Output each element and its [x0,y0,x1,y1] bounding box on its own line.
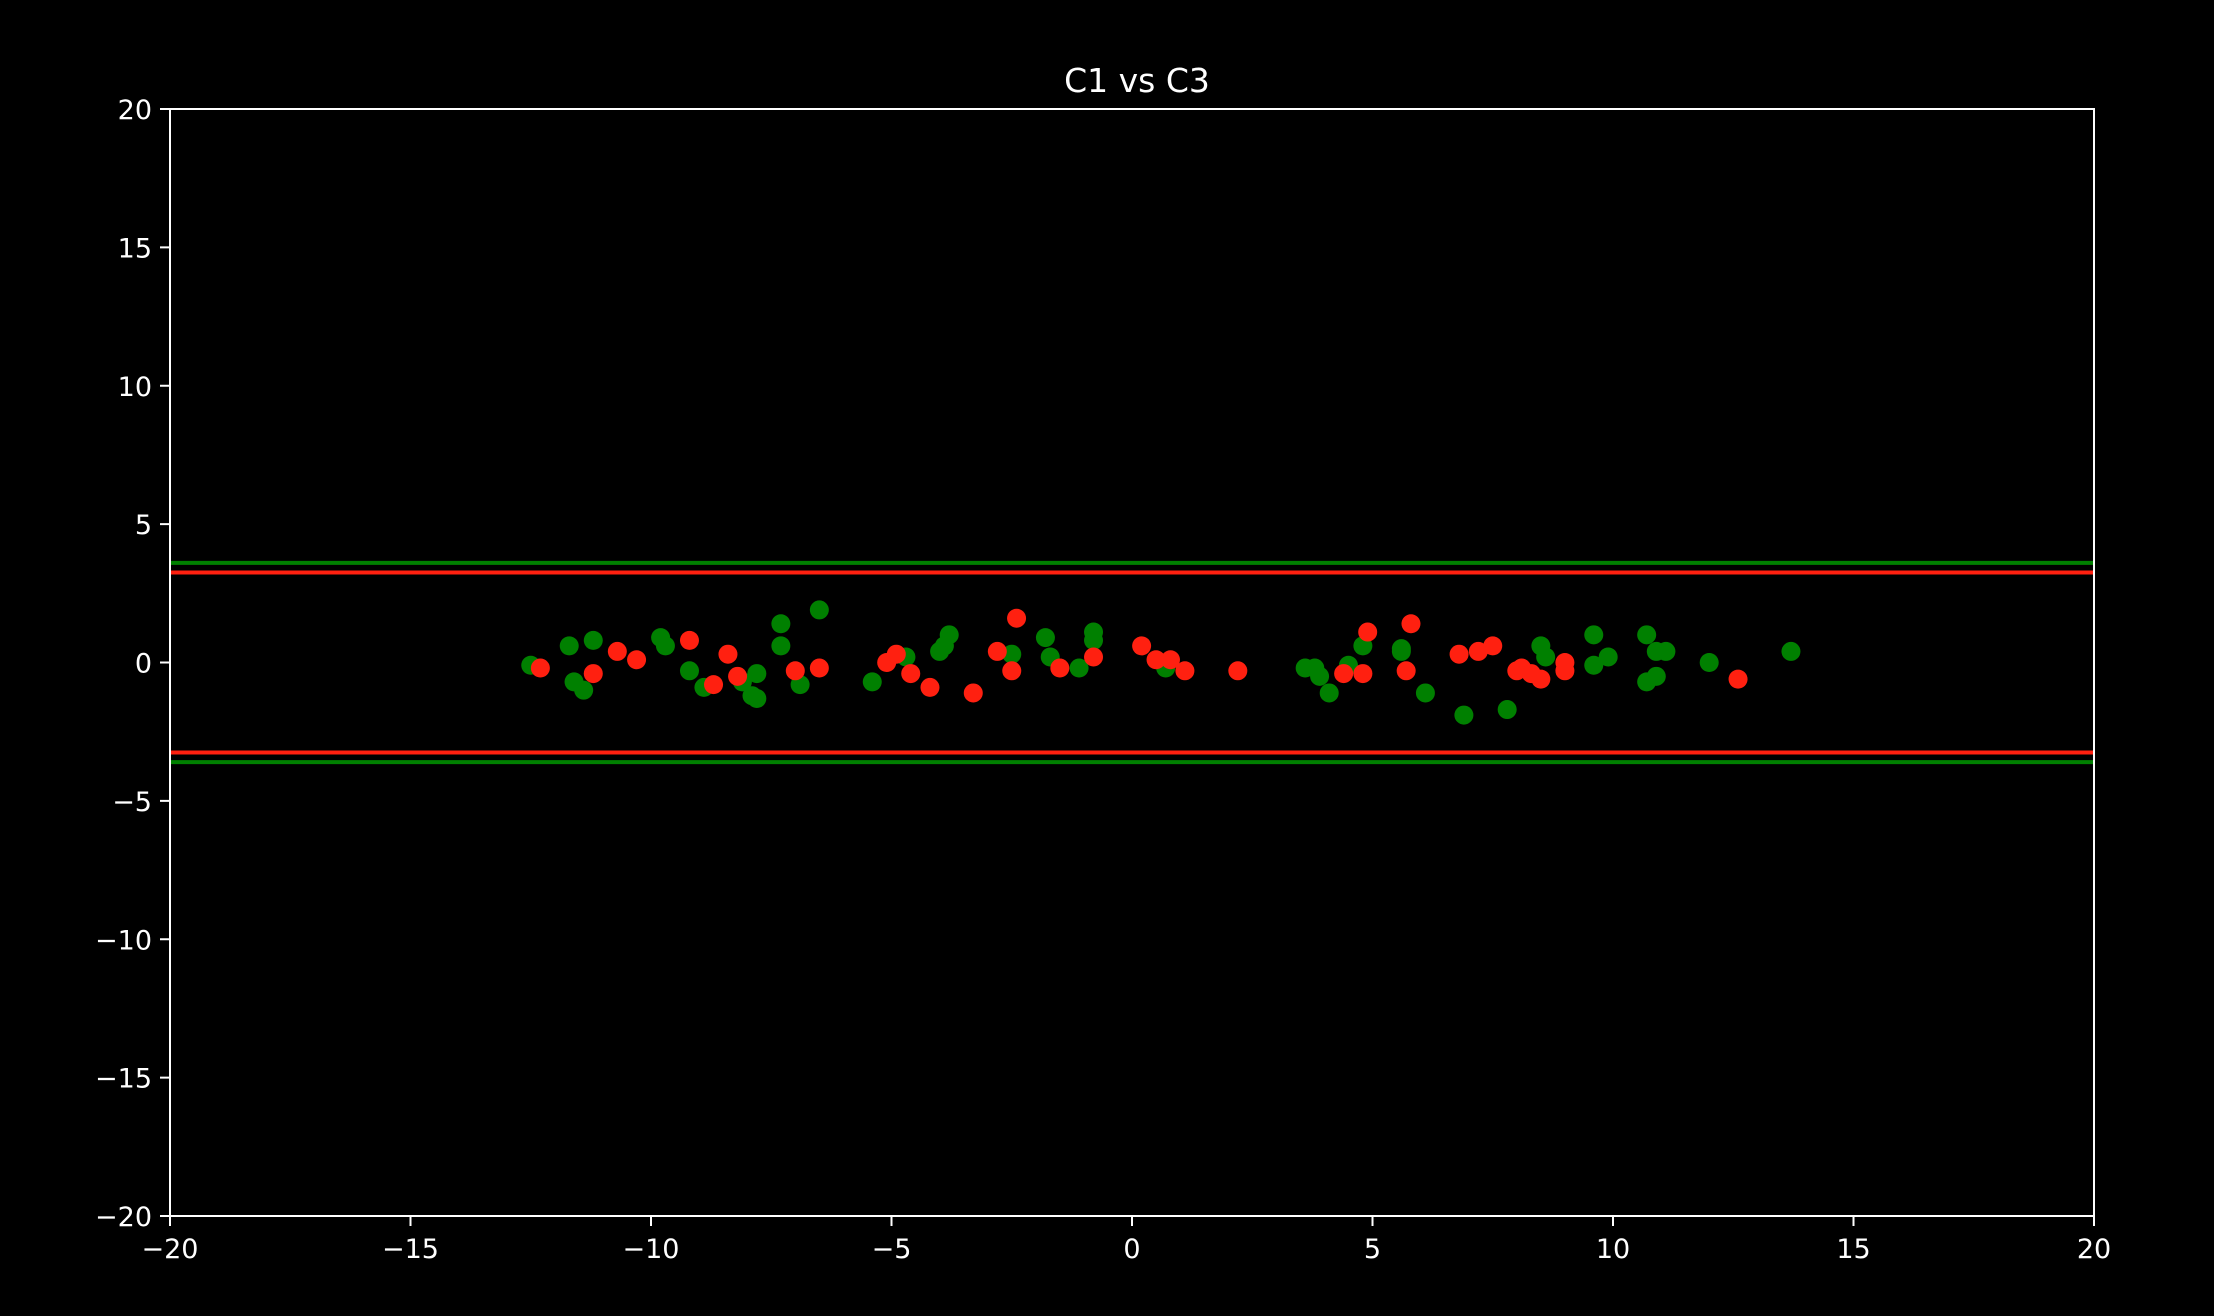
y-tick-label-5: 5 [135,510,152,541]
point-s0-6 [655,636,675,656]
point-s1-11 [886,644,906,664]
point-s0-17 [862,672,882,692]
x-tick-label-7: 15 [1836,1234,1870,1265]
point-s0-31 [1310,666,1330,686]
point-s0-42 [1584,655,1604,675]
point-s1-26 [1353,664,1373,684]
point-s0-10 [747,664,767,684]
point-s1-13 [920,677,940,697]
point-s0-22 [1002,644,1022,664]
y-tick-label-3: −5 [112,787,152,818]
point-s1-32 [1483,636,1503,656]
point-s1-39 [1728,669,1748,689]
reference-lines [170,560,2094,765]
point-s1-28 [1396,661,1416,681]
point-s0-21 [939,625,959,645]
point-s0-1 [559,636,579,656]
point-s1-36 [1531,669,1551,689]
point-s0-41 [1536,647,1556,667]
point-s0-43 [1584,625,1604,645]
point-s0-48 [1646,666,1666,686]
point-s0-45 [1637,625,1657,645]
y-tick-label-1: −15 [95,1064,152,1095]
point-s1-29 [1401,614,1421,634]
point-s1-1 [583,664,603,684]
y-tick-label-6: 10 [118,372,152,403]
x-tick-label-8: 20 [2077,1234,2111,1265]
point-s0-50 [1699,653,1719,672]
point-s1-20 [1132,636,1152,656]
point-s0-12 [747,688,767,708]
point-s1-5 [704,675,724,695]
point-s0-7 [679,661,699,681]
x-tick-label-2: −10 [623,1234,680,1265]
point-s1-14 [963,683,983,703]
y-tick-label-4: 0 [135,649,152,680]
x-tick-label-5: 5 [1364,1234,1381,1265]
point-s1-19 [1084,647,1104,667]
point-s1-4 [679,630,699,650]
point-s1-38 [1555,653,1575,672]
point-s0-36 [1391,639,1411,659]
chart-title: C1 vs C3 [1064,61,1210,100]
point-s0-3 [574,680,594,700]
point-s1-25 [1334,664,1354,684]
y-tick-label-7: 15 [118,233,152,264]
point-s1-30 [1449,644,1469,664]
point-s0-4 [583,630,603,650]
point-s1-22 [1160,650,1180,670]
point-s1-16 [1002,661,1022,681]
y-tick-label-0: −20 [95,1202,152,1233]
point-s0-44 [1598,647,1618,667]
y-tick-label-8: 20 [118,95,152,126]
point-s0-13 [771,636,791,656]
point-s1-6 [718,644,738,664]
data-points [521,600,1801,725]
point-s0-39 [1497,700,1517,720]
point-s0-32 [1319,683,1339,703]
point-s1-21 [1146,650,1166,670]
y-tick-label-2: −10 [95,925,152,956]
point-s1-9 [809,658,829,678]
point-s0-27 [1084,630,1104,650]
point-s1-24 [1228,661,1248,681]
point-s1-12 [901,664,921,684]
x-tick-label-3: −5 [872,1234,912,1265]
point-s0-25 [1069,658,1089,678]
point-s1-23 [1175,661,1195,681]
point-s0-14 [771,614,791,634]
point-s1-27 [1358,622,1378,642]
point-s1-18 [1050,658,1070,678]
x-tick-label-0: −20 [142,1234,199,1265]
x-tick-label-6: 10 [1596,1234,1630,1265]
point-s1-31 [1468,641,1488,661]
point-s1-7 [728,666,748,686]
point-s1-3 [627,650,647,670]
point-s1-2 [607,641,627,661]
plot-frame [169,108,2095,1217]
axes: −20 −15 −10 −5 0 5 10 15 20 −20 −15 −10 −5 0 5 10 15 20 [95,95,2111,1265]
point-s0-38 [1454,705,1474,725]
point-s0-49 [1656,641,1676,661]
point-s1-15 [987,641,1007,661]
point-s0-37 [1415,683,1435,703]
x-tick-label-4: 0 [1123,1234,1140,1265]
x-tick-label-1: −15 [382,1234,439,1265]
point-s1-8 [785,661,805,681]
point-s0-51 [1781,641,1801,661]
point-s1-0 [530,658,550,678]
point-s0-16 [809,600,829,620]
point-s1-17 [1007,608,1027,628]
point-s0-23 [1035,628,1055,648]
